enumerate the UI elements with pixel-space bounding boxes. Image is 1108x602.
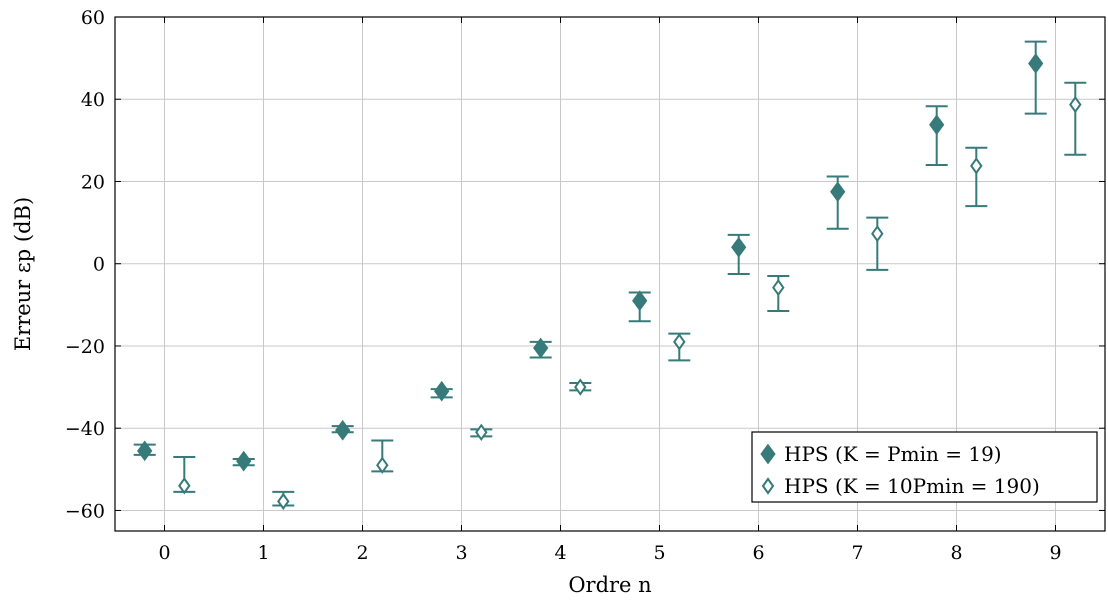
x-tick-label: 0 — [158, 542, 170, 564]
data-point — [434, 380, 450, 402]
x-axis-ticks: 0 1 2 3 4 5 6 7 8 9 — [158, 17, 1062, 564]
y-tick-label: −60 — [65, 500, 105, 522]
x-tick-label: 4 — [554, 542, 566, 564]
legend-label: HPS (K = Pmin = 19) — [784, 442, 1002, 466]
x-tick-label: 2 — [356, 542, 368, 564]
data-point — [475, 423, 488, 442]
data-point — [871, 224, 884, 243]
x-tick-label: 9 — [1049, 542, 1061, 564]
data-point — [574, 378, 587, 396]
y-axis-label: Erreur εp (dB) — [11, 197, 35, 351]
data-point — [1028, 53, 1044, 74]
data-point — [178, 477, 191, 495]
x-tick-label: 7 — [851, 542, 863, 564]
data-point — [632, 290, 648, 312]
markers — [137, 53, 1082, 511]
legend-box — [751, 431, 1098, 503]
y-tick-label: 60 — [81, 7, 105, 29]
data-point — [830, 181, 846, 203]
legend-marker — [760, 443, 776, 465]
x-tick-label: 1 — [257, 542, 269, 564]
legend-marker — [761, 477, 775, 495]
data-point — [335, 419, 351, 441]
y-axis-ticks: −60 −40 −20 0 20 40 60 — [65, 7, 1105, 522]
data-point — [772, 278, 785, 297]
plot-frame — [114, 16, 1106, 532]
data-point — [1069, 95, 1082, 114]
y-tick-label: −40 — [65, 418, 105, 440]
data-point — [277, 492, 290, 511]
legend-label: HPS (K = 10Pmin = 190) — [784, 474, 1040, 498]
data-point — [376, 456, 389, 474]
x-tick-label: 6 — [752, 542, 764, 564]
data-point — [236, 450, 252, 472]
x-axis-label: Ordre n — [568, 573, 651, 597]
x-tick-label: 3 — [455, 542, 467, 564]
data-point — [673, 333, 686, 351]
data-point — [970, 157, 983, 175]
x-tick-label: 5 — [653, 542, 665, 564]
y-tick-label: 40 — [81, 89, 105, 111]
data-point — [137, 440, 153, 462]
y-tick-label: 20 — [81, 171, 105, 193]
y-tick-label: 0 — [93, 254, 105, 276]
data-point — [731, 236, 747, 258]
data-point — [929, 114, 945, 136]
data-point — [533, 337, 549, 359]
y-tick-label: −20 — [65, 336, 105, 358]
x-tick-label: 8 — [950, 542, 962, 564]
legend: HPS (K = Pmin = 19) HPS (K = 10Pmin = 190… — [751, 431, 1098, 503]
